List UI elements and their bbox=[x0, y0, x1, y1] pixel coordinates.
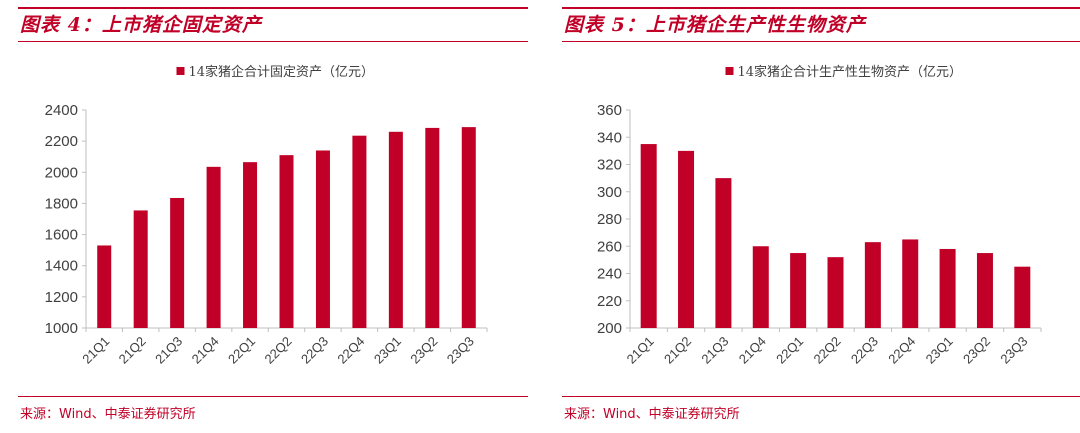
bar bbox=[279, 155, 294, 328]
chart-title: 图表 5：上市猪企生产性生物资产 bbox=[564, 14, 866, 36]
x-tick-label: 23Q3 bbox=[444, 334, 477, 367]
x-tick-label: 21Q3 bbox=[152, 334, 185, 367]
title-divider bbox=[562, 41, 1080, 42]
x-tick-label: 23Q1 bbox=[371, 334, 404, 367]
bar bbox=[976, 253, 993, 328]
legend-label: 14家猪企合计生产性生物资产（亿元） bbox=[738, 64, 963, 80]
legend-label: 14家猪企合计固定资产（亿元） bbox=[189, 64, 375, 80]
x-tick-label: 22Q3 bbox=[298, 334, 331, 367]
x-tick-label: 21Q1 bbox=[624, 334, 657, 367]
y-tick-label: 340 bbox=[597, 129, 622, 146]
x-tick-label: 21Q4 bbox=[736, 334, 769, 367]
x-tick-label: 21Q1 bbox=[79, 334, 112, 367]
bar bbox=[1014, 266, 1031, 328]
x-tick-label: 22Q3 bbox=[848, 334, 881, 367]
chart-title: 图表 4：上市猪企固定资产 bbox=[20, 14, 262, 36]
x-tick-label: 21Q3 bbox=[698, 334, 731, 367]
legend: 14家猪企合计生产性生物资产（亿元） bbox=[725, 64, 963, 80]
bar bbox=[97, 245, 112, 328]
x-tick-label: 22Q4 bbox=[885, 334, 918, 367]
source-note: 来源：Wind、中泰证券研究所 bbox=[564, 407, 740, 422]
bar bbox=[170, 197, 185, 328]
bar bbox=[790, 253, 807, 328]
bar bbox=[752, 246, 769, 328]
y-tick-label: 320 bbox=[597, 157, 622, 174]
legend-swatch bbox=[176, 67, 185, 75]
chart-panel-biological-assets: 图表 5：上市猪企生产性生物资产 14家猪企合计生产性生物资产（亿元） 200 22… bbox=[544, 0, 1080, 433]
x-tick-label: 22Q4 bbox=[334, 334, 367, 367]
y-tick-label: 1200 bbox=[45, 289, 78, 306]
title-divider bbox=[18, 41, 528, 42]
x-tick-label: 23Q2 bbox=[407, 334, 440, 367]
bar bbox=[715, 178, 732, 328]
bar bbox=[425, 127, 440, 329]
y-tick-label: 1800 bbox=[45, 195, 78, 212]
y-tick-label: 2200 bbox=[45, 133, 78, 150]
y-tick-label: 1000 bbox=[45, 320, 78, 337]
bar bbox=[864, 242, 881, 328]
x-tick-label: 22Q1 bbox=[773, 334, 806, 367]
y-tick-label: 1600 bbox=[45, 227, 78, 244]
y-tick-label: 280 bbox=[597, 211, 622, 228]
bar bbox=[678, 150, 695, 328]
legend-swatch bbox=[725, 67, 734, 75]
source-note: 来源：Wind、中泰证券研究所 bbox=[20, 407, 196, 422]
bar bbox=[243, 162, 258, 328]
x-tick-label: 21Q4 bbox=[189, 334, 222, 367]
y-tick-label: 360 bbox=[597, 102, 622, 119]
bar bbox=[388, 131, 403, 328]
x-tick-label: 23Q3 bbox=[997, 334, 1030, 367]
y-tick-label: 200 bbox=[597, 320, 622, 337]
x-tick-label: 22Q2 bbox=[811, 334, 844, 367]
y-tick-label: 220 bbox=[597, 293, 622, 310]
legend: 14家猪企合计固定资产（亿元） bbox=[176, 64, 375, 80]
y-tick-label: 2000 bbox=[45, 164, 78, 181]
y-tick-label: 2400 bbox=[45, 102, 78, 119]
y-tick-label: 300 bbox=[597, 184, 622, 201]
y-tick-label: 240 bbox=[597, 266, 622, 283]
bar bbox=[640, 144, 657, 328]
x-tick-label: 21Q2 bbox=[116, 334, 149, 367]
bar bbox=[352, 135, 367, 328]
x-tick-label: 21Q2 bbox=[661, 334, 694, 367]
bar bbox=[939, 248, 956, 328]
bar bbox=[315, 150, 330, 328]
bar bbox=[902, 239, 919, 328]
bar bbox=[206, 166, 221, 328]
bar bbox=[461, 127, 476, 328]
bar bbox=[827, 257, 844, 328]
x-tick-label: 23Q1 bbox=[923, 334, 956, 367]
footer-divider bbox=[562, 396, 1080, 397]
y-tick-label: 1400 bbox=[45, 258, 78, 275]
bar bbox=[133, 210, 148, 328]
footer-divider bbox=[18, 396, 528, 397]
biological-assets-bar-chart: 14家猪企合计生产性生物资产（亿元） 200 220 240 260 280 300 320 3… bbox=[597, 64, 1042, 367]
fixed-assets-bar-chart: 14家猪企合计固定资产（亿元） 1000 1200 1400 1600 1800 2000 2… bbox=[45, 64, 488, 367]
title-rule bbox=[562, 7, 1080, 9]
chart-panel-fixed-assets: 图表 4：上市猪企固定资产 14家猪企合计固定资产（亿元） 1000 1200 140… bbox=[0, 0, 528, 433]
y-tick-label: 260 bbox=[597, 238, 622, 255]
x-tick-label: 22Q2 bbox=[262, 334, 295, 367]
x-tick-label: 22Q1 bbox=[225, 334, 258, 367]
x-tick-label: 23Q2 bbox=[960, 334, 993, 367]
title-rule bbox=[18, 7, 528, 9]
